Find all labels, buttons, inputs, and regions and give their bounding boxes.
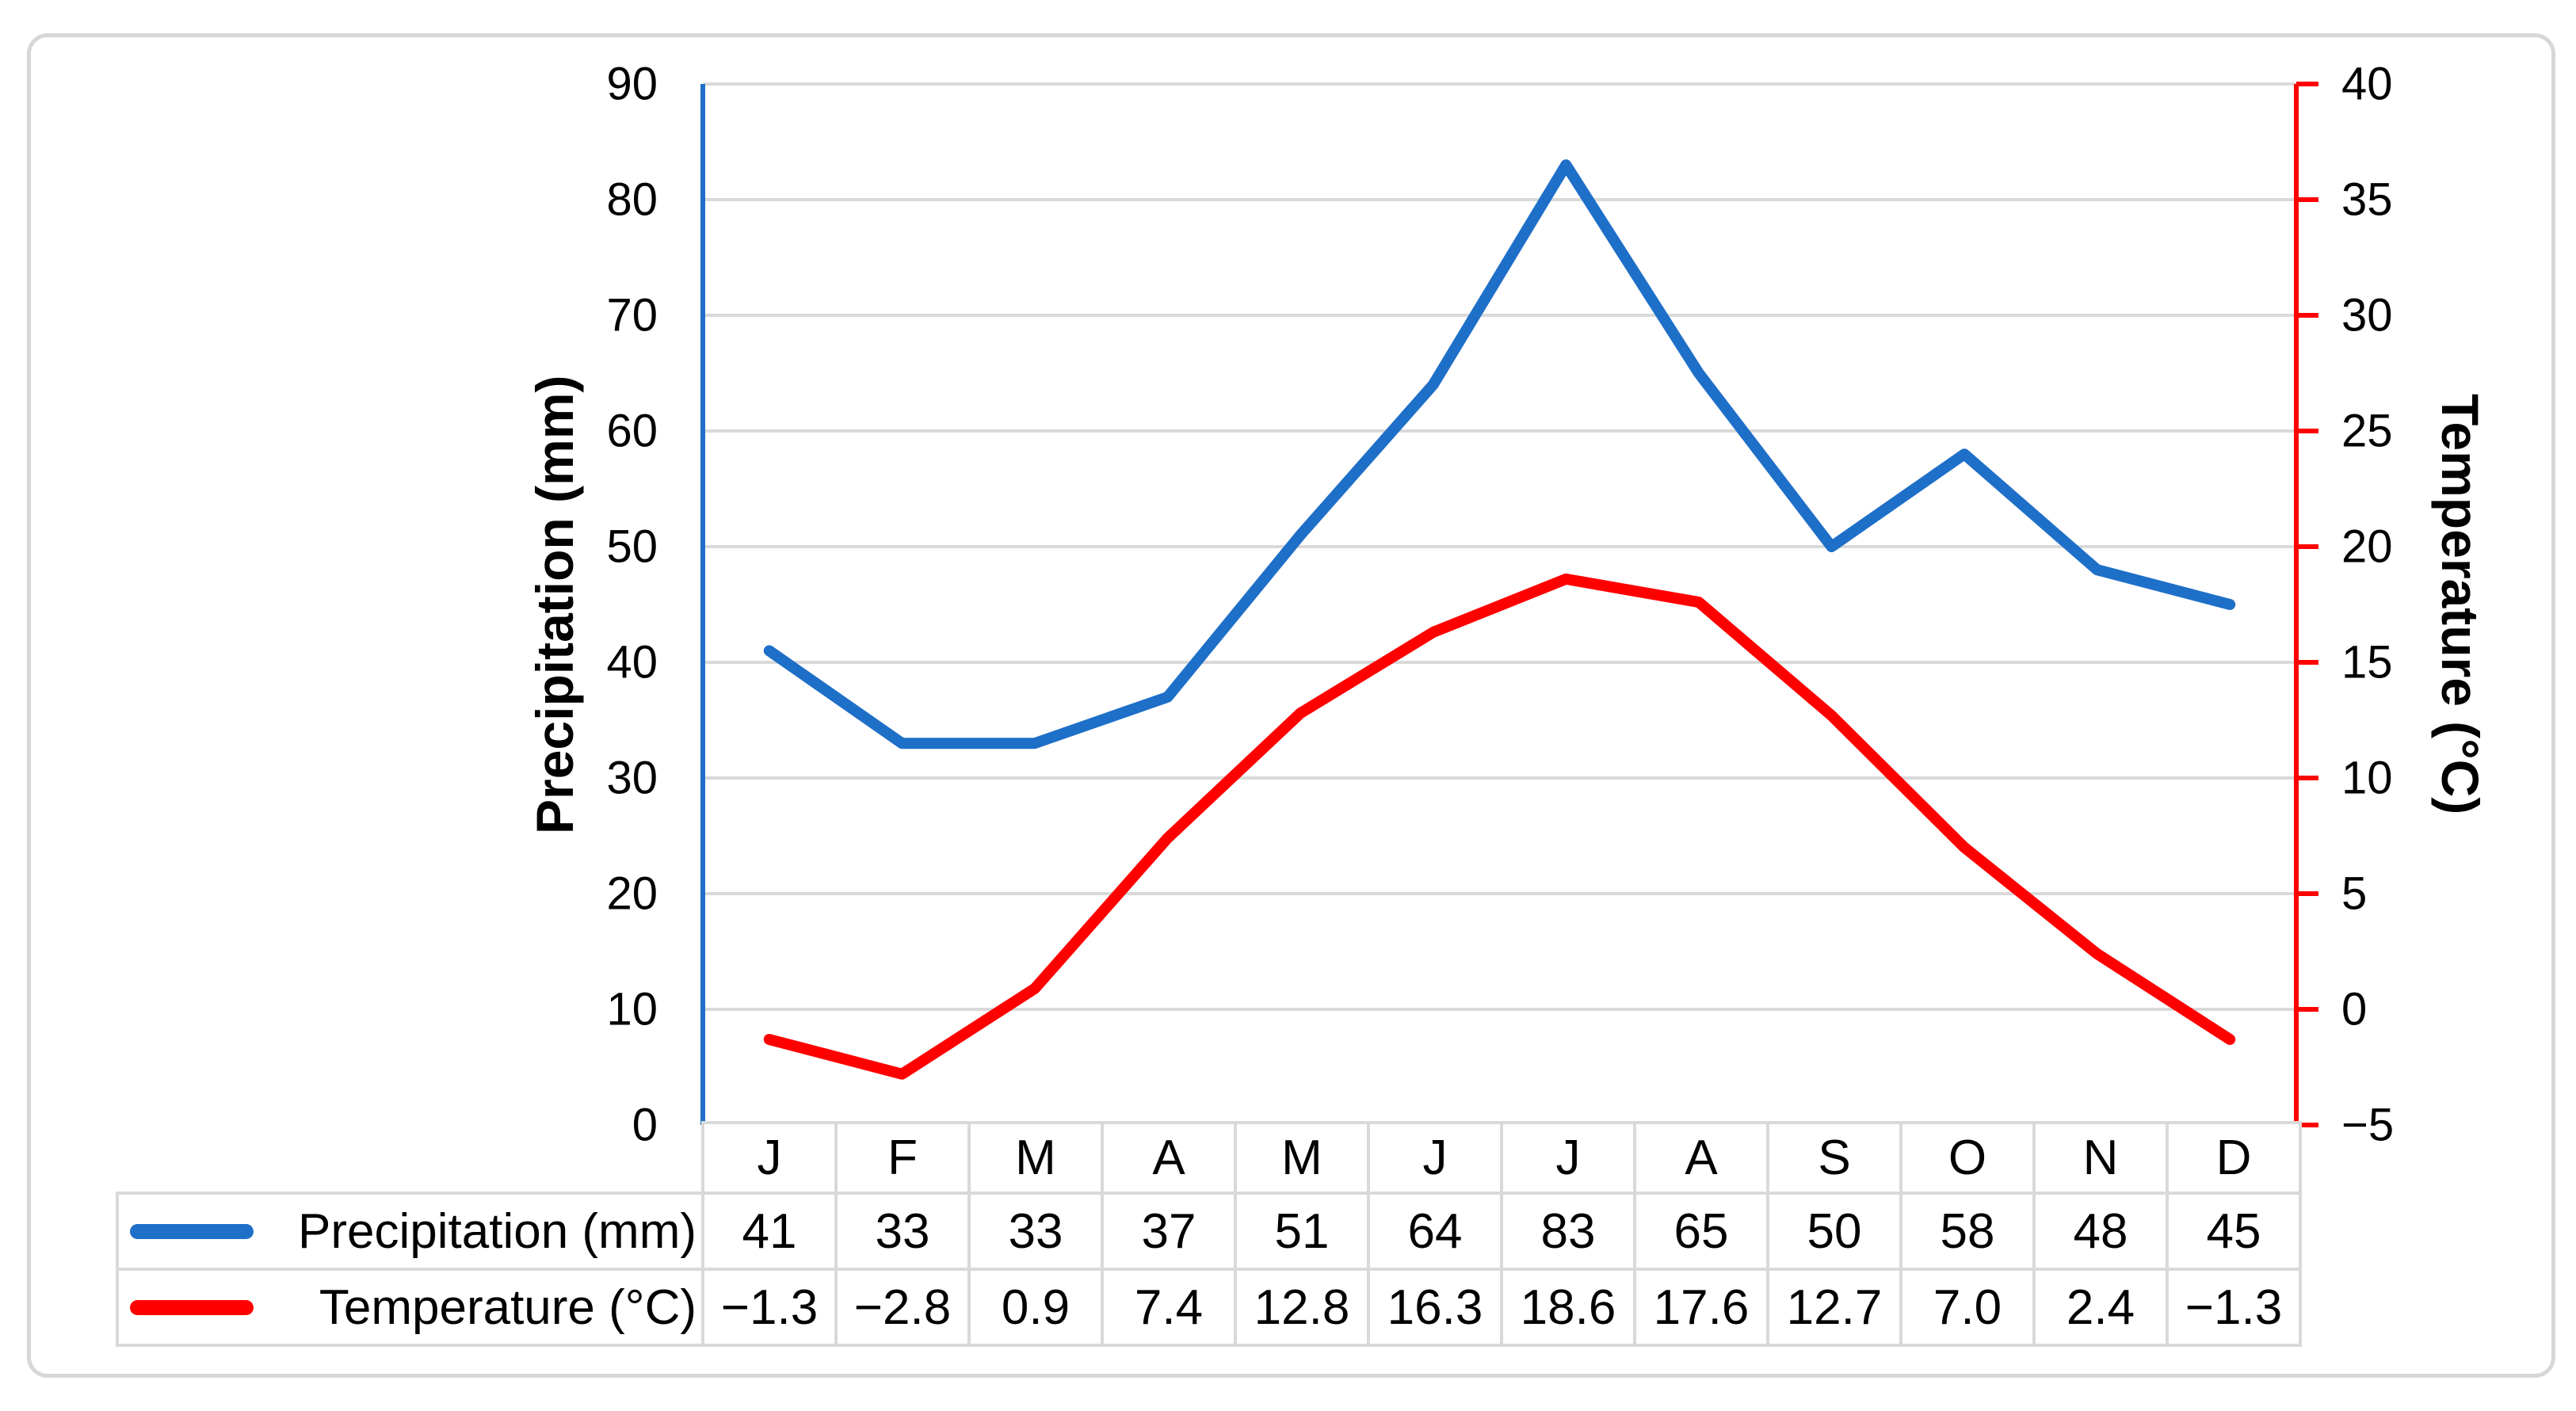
month-header-cell: M (1234, 1121, 1370, 1195)
month-header-cell: A (1101, 1121, 1237, 1195)
precipitation-value-cell: 83 (1500, 1192, 1636, 1271)
right-axis-tick-label: 30 (2341, 290, 2393, 341)
series-name-label: Precipitation (mm) (298, 1203, 696, 1259)
temperature-value-cell: −1.3 (701, 1268, 838, 1347)
temperature-value-cell: 0.9 (967, 1268, 1104, 1347)
temperature-value-cell: 16.3 (1367, 1268, 1503, 1347)
right-axis-tick-label: 35 (2341, 174, 2393, 226)
temperature-line (763, 573, 2236, 1080)
temperature-value-cell: 12.7 (1766, 1268, 1902, 1347)
left-axis-title: Precipitation (mm) (525, 375, 584, 834)
legend-cell-precipitation: Precipitation (mm) (116, 1192, 704, 1271)
legend-line-swatch-precipitation (130, 1223, 254, 1239)
month-header-cell: J (1367, 1121, 1503, 1195)
precipitation-value-cell: 65 (1633, 1192, 1769, 1271)
right-axis-tick-label: 5 (2341, 868, 2367, 920)
precipitation-value-cell: 48 (2032, 1192, 2169, 1271)
temperature-value-cell: −1.3 (2166, 1268, 2302, 1347)
precipitation-value-cell: 58 (1899, 1192, 2036, 1271)
left-axis-tick-label: 80 (606, 174, 658, 226)
temperature-value-cell: 18.6 (1500, 1268, 1636, 1347)
month-header-cell: J (1500, 1121, 1636, 1195)
temperature-value-cell: 7.0 (1899, 1268, 2036, 1347)
right-axis-tick-label: 20 (2341, 521, 2393, 573)
month-header-cell: O (1899, 1121, 2036, 1195)
temperature-value-cell: 2.4 (2032, 1268, 2169, 1347)
temperature-value-cell: 17.6 (1633, 1268, 1769, 1347)
table-corner-ghost-cell (117, 1123, 703, 1193)
precipitation-value-cell: 33 (834, 1192, 971, 1271)
series-name-label: Temperature (°C) (319, 1279, 696, 1335)
left-axis-tick-label: 90 (606, 59, 658, 110)
month-header-cell: N (2032, 1121, 2169, 1195)
temperature-value-cell: −2.8 (834, 1268, 971, 1347)
temperature-value-cell: 12.8 (1234, 1268, 1370, 1347)
left-axis-tick-label: 30 (606, 753, 658, 804)
left-axis-tick-label: 20 (606, 868, 658, 920)
month-header-cell: D (2166, 1121, 2302, 1195)
left-axis-tick-label: 70 (606, 290, 658, 341)
left-axis-tick-label: 40 (606, 637, 658, 688)
precipitation-value-cell: 41 (701, 1192, 838, 1271)
precipitation-value-cell: 45 (2166, 1192, 2302, 1271)
left-axis-tick-label: 10 (606, 984, 658, 1035)
precipitation-value-cell: 37 (1101, 1192, 1237, 1271)
precipitation-value-cell: 33 (967, 1192, 1104, 1271)
left-axis-tick-label: 60 (606, 406, 658, 457)
right-axis-tick-label: 15 (2341, 637, 2393, 688)
left-axis-tick-label: 0 (632, 1100, 658, 1151)
right-axis-tick-label: 10 (2341, 753, 2393, 804)
temperature-row: Temperature (°C) −1.3 −2.8 0.9 7.4 12.8 16.3 18… (116, 1268, 2302, 1347)
precipitation-value-cell: 50 (1766, 1192, 1902, 1271)
temperature-value-cell: 7.4 (1101, 1268, 1237, 1347)
legend-cell-temperature: Temperature (°C) (116, 1268, 704, 1347)
month-header-cell: S (1766, 1121, 1902, 1195)
month-header-cell: M (967, 1121, 1104, 1195)
precipitation-row: Precipitation (mm) 41 33 33 37 51 64 83 65 50 58 48… (116, 1192, 2302, 1271)
right-axis-tick-label: 25 (2341, 406, 2393, 457)
month-header-cell: A (1633, 1121, 1769, 1195)
right-axis-tick-label: 0 (2341, 984, 2367, 1035)
legend-line-swatch-temperature (130, 1299, 254, 1315)
month-header-cell: J (701, 1121, 838, 1195)
month-header-cell: F (834, 1121, 971, 1195)
precipitation-value-cell: 51 (1234, 1192, 1370, 1271)
precipitation-line (763, 159, 2236, 749)
right-axis-tick-label: −5 (2341, 1100, 2394, 1151)
data-table: J F M A M J J A S O N D Precipitation (mm) 41 33 33 37 51… (116, 1121, 2302, 1347)
left-axis-tick-label: 50 (606, 521, 658, 573)
right-axis-title: Temperature (°C) (2431, 394, 2490, 815)
right-axis-tick-label: 40 (2341, 59, 2393, 110)
precipitation-value-cell: 64 (1367, 1192, 1503, 1271)
